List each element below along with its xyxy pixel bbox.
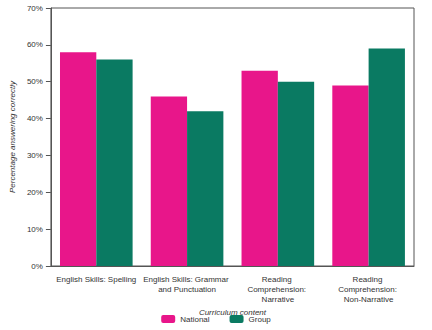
svg-text:English Skills: Grammar: English Skills: Grammar — [143, 275, 231, 284]
svg-text:Comprehension:: Comprehension: — [247, 285, 308, 294]
svg-text:0%: 0% — [31, 262, 43, 271]
svg-text:English Skills: Spelling: English Skills: Spelling — [56, 275, 136, 284]
svg-text:Percentage answering correctly: Percentage answering correctly — [8, 80, 17, 193]
svg-text:20%: 20% — [27, 188, 43, 197]
svg-text:10%: 10% — [27, 225, 43, 234]
svg-text:Reading: Reading — [353, 275, 385, 284]
svg-text:30%: 30% — [27, 151, 43, 160]
svg-text:Reading: Reading — [262, 275, 294, 284]
svg-text:60%: 60% — [27, 40, 43, 49]
svg-text:70%: 70% — [27, 4, 43, 13]
svg-text:40%: 40% — [27, 114, 43, 123]
svg-text:Curriculum content: Curriculum content — [198, 308, 266, 318]
svg-text:Comprehension:: Comprehension: — [338, 285, 399, 294]
svg-text:and Punctuation: and Punctuation — [158, 285, 216, 294]
svg-text:Narrative: Narrative — [262, 295, 295, 304]
svg-text:50%: 50% — [27, 77, 43, 86]
svg-text:National: National — [180, 315, 210, 324]
svg-text:Non-Narrative: Non-Narrative — [344, 295, 394, 304]
svg-text:Group: Group — [249, 315, 272, 324]
